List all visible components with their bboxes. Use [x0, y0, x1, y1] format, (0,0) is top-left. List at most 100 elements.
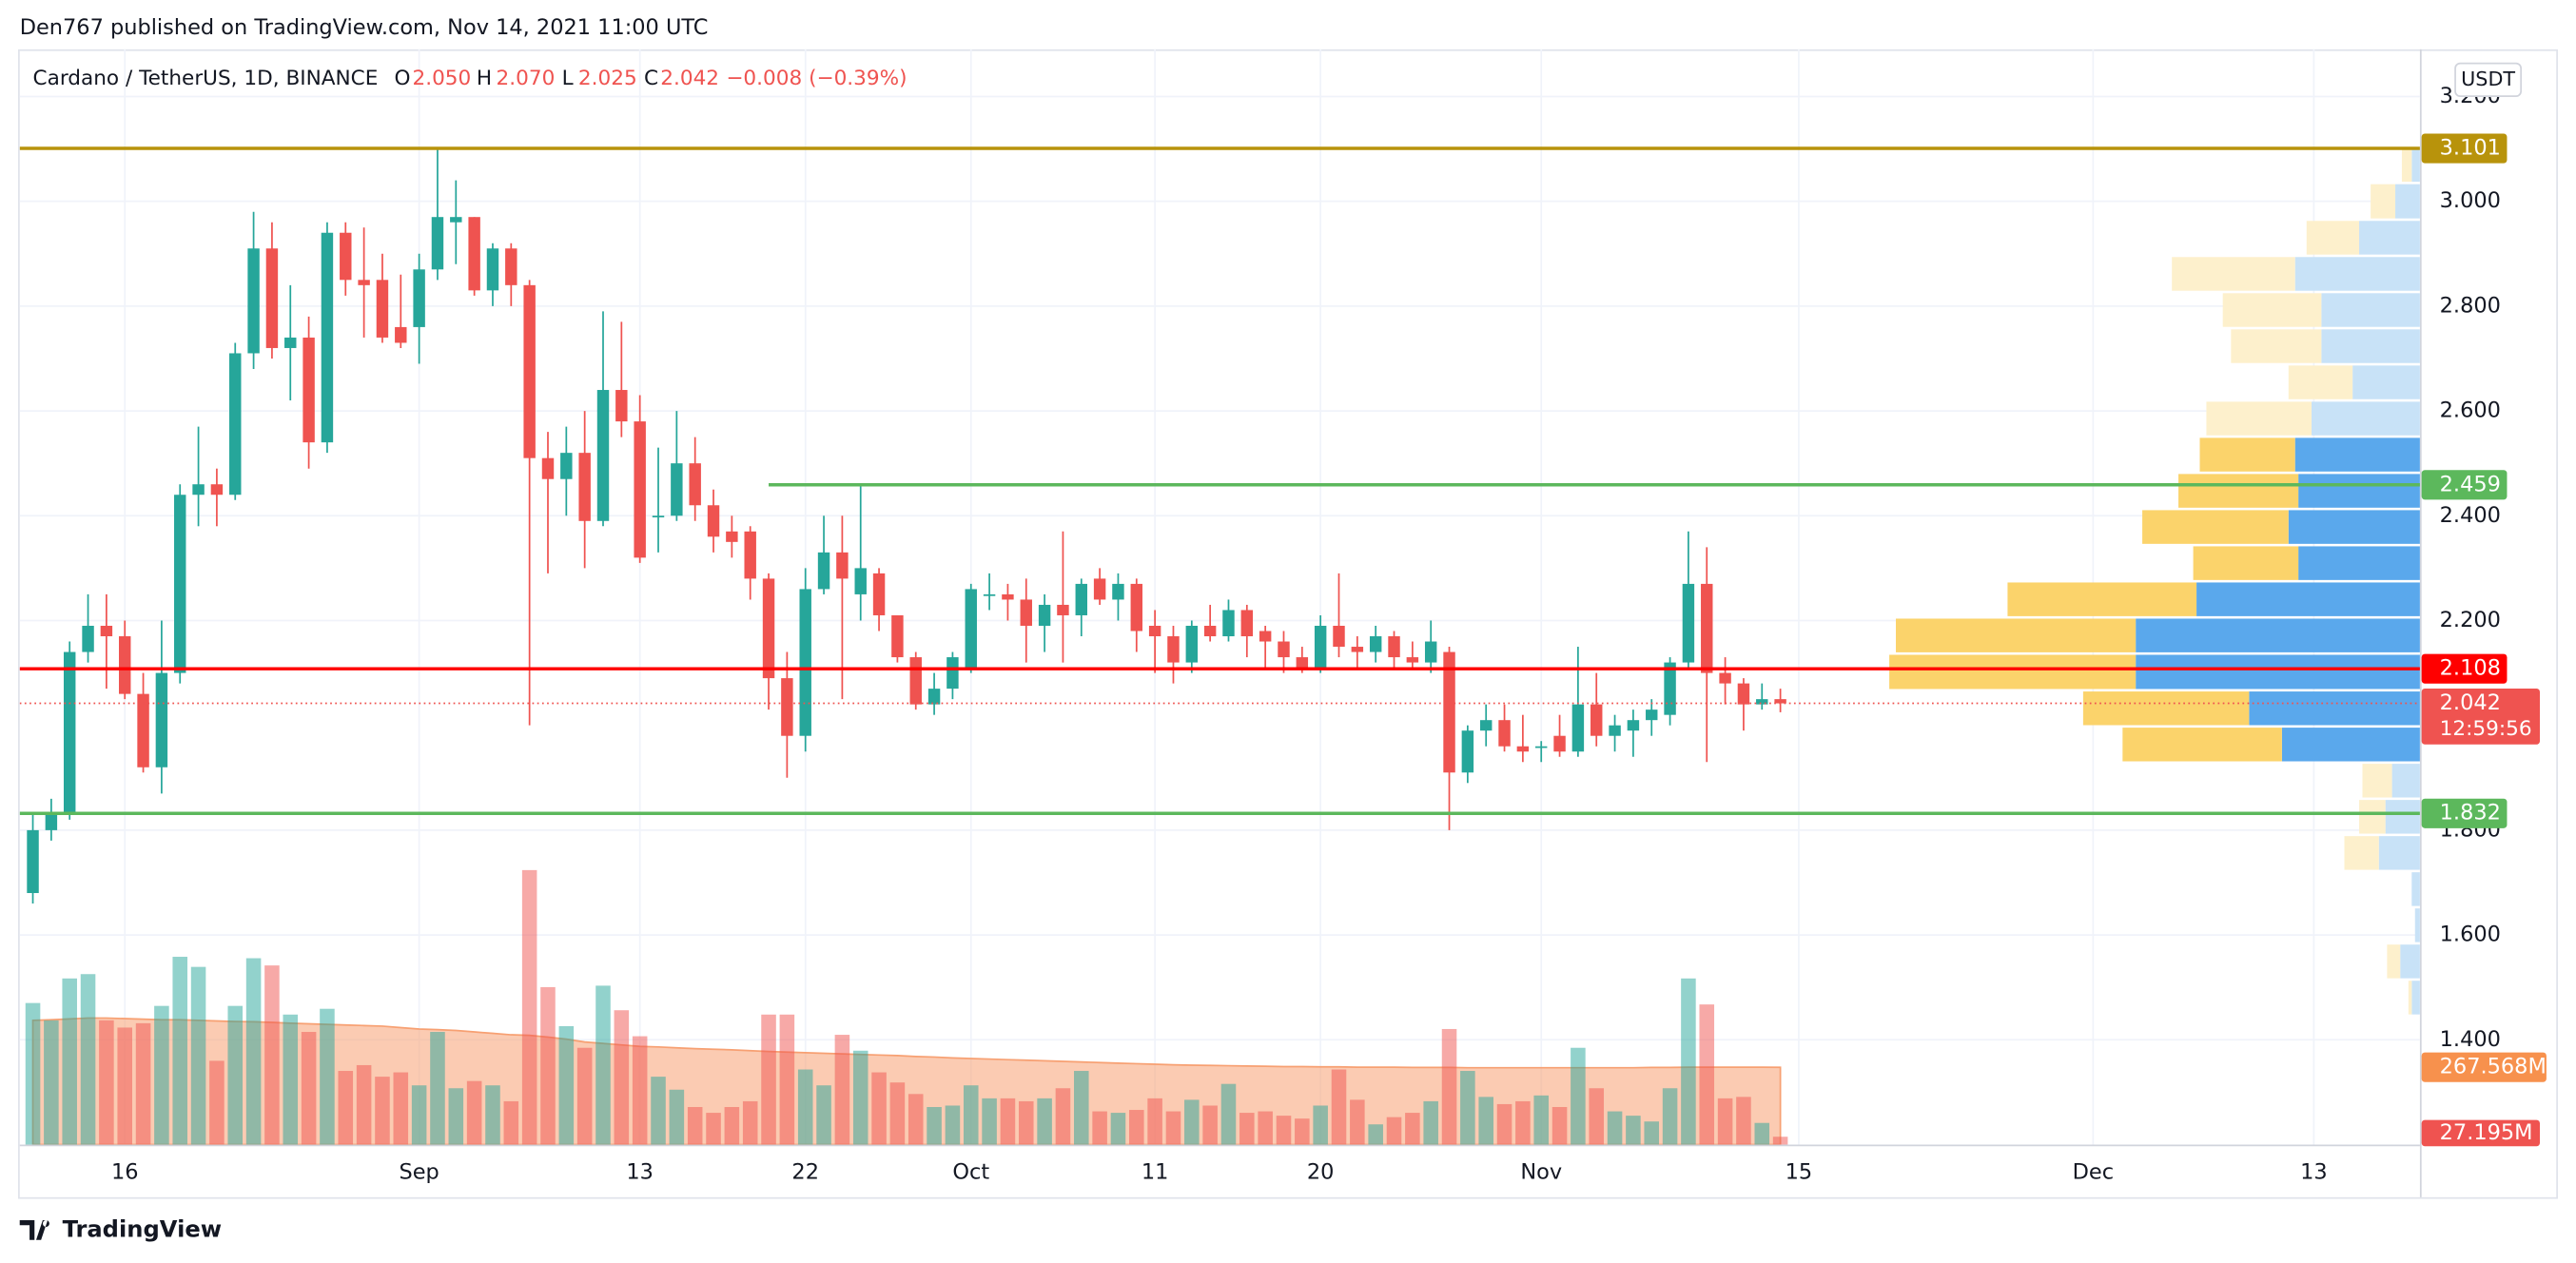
x-tick-label: Nov [1520, 1159, 1562, 1184]
volume-bar [1754, 1122, 1770, 1145]
candle-body [1314, 625, 1327, 669]
candle-body [872, 573, 886, 615]
profile-up [2196, 582, 2420, 616]
profile-down [2206, 401, 2312, 436]
candle-body [726, 531, 738, 542]
candle-body [560, 453, 573, 479]
volume-bar [1772, 1137, 1788, 1145]
volume-bar [1165, 1111, 1181, 1145]
candle-body [82, 625, 94, 652]
volume-bar [1515, 1100, 1531, 1145]
volume-bar [1074, 1071, 1089, 1145]
candle-body [965, 589, 977, 669]
volume-bar [209, 1060, 224, 1145]
profile-up [2411, 147, 2420, 183]
candle-body [1498, 720, 1511, 747]
currency-label[interactable]: USDT [2461, 68, 2515, 90]
candle-body [1737, 683, 1750, 705]
volume-bar [927, 1107, 942, 1145]
candle-body [1719, 672, 1731, 684]
volume-bar [1220, 1083, 1237, 1145]
y-tick-label: 2.200 [2440, 608, 2501, 632]
volume-bar [356, 1064, 372, 1145]
candle-body [340, 232, 352, 281]
candle-body [1627, 720, 1640, 731]
candle-body [486, 248, 499, 291]
candle-body [210, 484, 224, 495]
volume-bar [375, 1077, 390, 1145]
candle-body [1443, 651, 1455, 773]
profile-up [2321, 329, 2420, 363]
y-tick-label: 1.400 [2440, 1027, 2501, 1052]
candle-body [137, 693, 149, 768]
candle-body [1682, 583, 1695, 663]
profile-up [2414, 908, 2420, 942]
profile-up [2391, 764, 2420, 798]
candle-body [1259, 631, 1272, 642]
candle-body [376, 280, 389, 338]
candle-body [1369, 636, 1382, 652]
profile-down [2401, 147, 2412, 183]
candle-body [799, 589, 811, 736]
volume-bar [448, 1088, 464, 1145]
profile-down [2387, 944, 2401, 979]
profile-up [2359, 221, 2420, 255]
countdown-label: 12:59:56 [2440, 717, 2532, 741]
profile-up [2395, 184, 2420, 219]
candle-body [302, 337, 315, 443]
volume-label: 27.195M [2440, 1120, 2533, 1145]
profile-down [2178, 474, 2299, 508]
candle-body [1388, 636, 1400, 658]
volume-bar [1478, 1097, 1493, 1145]
volume-bar [779, 1014, 795, 1145]
volume-bar [1184, 1099, 1200, 1145]
volume-bar [945, 1105, 961, 1145]
candle-body [1351, 647, 1364, 652]
x-tick-label: Dec [2073, 1159, 2114, 1184]
volume-bar [1313, 1105, 1328, 1145]
volume-bar [558, 1025, 575, 1145]
legend-title: Cardano / TetherUS, 1D, BINANCE [33, 67, 379, 90]
volume-bar [1717, 1098, 1733, 1145]
volume-bar [687, 1107, 703, 1145]
level-label-box [2421, 470, 2508, 500]
profile-down [2222, 293, 2322, 327]
volume-bar [190, 966, 206, 1145]
candle-body [744, 531, 756, 579]
candle-body [1038, 604, 1051, 626]
volume-bar [411, 1085, 427, 1145]
volume-bar [724, 1107, 740, 1145]
candle-body [1222, 610, 1235, 637]
profile-down [2408, 981, 2412, 1015]
candle-body [1406, 657, 1419, 663]
profile-down [2306, 221, 2360, 255]
volume-bar [852, 1050, 868, 1145]
candle-body [192, 484, 205, 495]
level-label-box [2421, 653, 2508, 684]
candle-body [413, 269, 425, 327]
x-tick-label: 16 [111, 1159, 139, 1184]
candle-body [1774, 699, 1786, 704]
candle-body [523, 284, 536, 458]
byline: Den767 published on TradingView.com, Nov… [20, 15, 709, 40]
volume-bar [576, 1047, 593, 1145]
candle-body [946, 657, 959, 690]
volume-bar [632, 1036, 648, 1145]
volume-bar [521, 869, 537, 1145]
volume-bar [1331, 1069, 1347, 1145]
profile-up [2298, 474, 2420, 508]
volume-bar [963, 1085, 979, 1145]
profile-down [2344, 836, 2379, 870]
candle-body [891, 614, 904, 658]
volume-bar [264, 965, 280, 1145]
currency-box[interactable] [2454, 62, 2523, 98]
volume-bar [430, 1032, 445, 1145]
candle-body [1130, 583, 1143, 632]
candle-body [1240, 610, 1254, 637]
logo-text: TradingView [63, 1215, 222, 1242]
profile-down [2193, 546, 2299, 580]
volume-bar [1571, 1047, 1586, 1145]
candle-body [1609, 725, 1621, 736]
profile-up [2294, 437, 2420, 472]
